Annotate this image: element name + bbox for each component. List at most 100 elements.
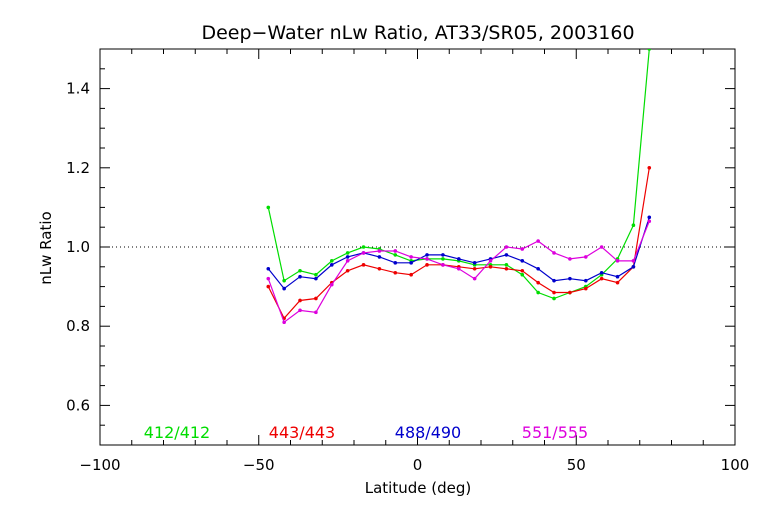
data-point	[583, 255, 588, 259]
legend-item: 412/412	[144, 423, 210, 442]
y-tick-label: 1.4	[66, 80, 90, 98]
legend-item: 488/490	[395, 423, 461, 442]
data-point	[409, 255, 413, 259]
data-point	[441, 253, 445, 257]
data-point	[647, 49, 652, 51]
y-axis-label: nLw Ratio	[37, 211, 55, 284]
data-point	[314, 276, 318, 281]
data-point	[425, 263, 429, 267]
data-point	[377, 266, 382, 271]
data-point	[599, 270, 604, 275]
x-tick-label: 0	[413, 456, 423, 474]
series-layer	[266, 49, 652, 325]
data-point	[520, 247, 525, 251]
data-point	[615, 259, 620, 263]
data-point	[298, 268, 302, 273]
data-point	[393, 261, 398, 265]
data-point	[441, 263, 445, 267]
data-point	[615, 280, 620, 285]
data-point	[377, 249, 382, 253]
data-point	[361, 263, 366, 267]
x-tick-label: 100	[721, 456, 750, 474]
data-point	[552, 296, 556, 301]
data-point	[647, 215, 652, 220]
x-tick-label: −50	[243, 456, 275, 474]
data-point	[345, 255, 350, 259]
data-point	[472, 276, 477, 281]
data-point	[456, 257, 461, 261]
data-point	[441, 257, 445, 261]
data-point	[647, 219, 652, 224]
data-point	[282, 278, 286, 283]
x-tick-label: 50	[567, 456, 586, 474]
data-point	[504, 245, 509, 249]
data-point	[599, 276, 604, 281]
data-point	[504, 253, 509, 257]
data-point	[266, 266, 271, 271]
data-point	[552, 290, 556, 295]
data-point	[329, 263, 334, 267]
data-point	[520, 268, 525, 273]
data-point	[568, 276, 572, 281]
legend-item: 443/443	[269, 423, 335, 442]
data-point	[631, 265, 636, 269]
data-point	[536, 280, 540, 285]
data-point	[488, 259, 493, 263]
data-point	[504, 266, 509, 271]
series-551-555	[266, 219, 652, 325]
series-line	[267, 221, 650, 324]
data-point	[472, 261, 477, 265]
x-axis-label: Latitude (deg)	[365, 479, 471, 497]
series-488-490	[266, 215, 652, 291]
data-point	[536, 290, 540, 295]
data-point	[472, 266, 477, 271]
data-point	[329, 282, 334, 287]
data-point	[631, 223, 636, 228]
data-point	[377, 255, 382, 259]
data-point	[298, 298, 302, 303]
data-point	[282, 320, 286, 325]
data-point	[568, 290, 572, 295]
y-tick-label: 1.0	[66, 238, 90, 256]
data-point	[488, 265, 493, 269]
data-point	[583, 278, 588, 283]
data-point	[266, 284, 271, 289]
data-point	[615, 274, 620, 279]
data-point	[536, 266, 540, 271]
minor-ticks	[100, 48, 735, 446]
y-tick-label: 1.2	[66, 159, 90, 177]
legend: 412/412 443/443 488/490 551/555	[144, 423, 588, 442]
data-point	[409, 261, 413, 265]
data-point	[520, 272, 525, 277]
chart-title: Deep−Water nLw Ratio, AT33/SR05, 2003160	[201, 22, 634, 44]
data-point	[345, 268, 350, 273]
data-point	[393, 253, 398, 257]
data-point	[583, 286, 588, 291]
data-point	[361, 245, 366, 249]
data-point	[282, 286, 286, 291]
x-tick-label: −100	[79, 456, 120, 474]
y-tick-label: 0.6	[66, 396, 90, 414]
data-point	[425, 257, 429, 261]
data-point	[536, 239, 540, 243]
legend-item: 551/555	[522, 423, 588, 442]
data-point	[393, 270, 398, 275]
data-point	[631, 259, 636, 263]
data-point	[456, 266, 461, 271]
data-point	[266, 205, 271, 210]
data-point	[345, 251, 350, 255]
data-point	[314, 296, 318, 301]
data-point	[361, 251, 366, 255]
data-point	[425, 253, 429, 257]
data-point	[314, 310, 318, 315]
data-point	[520, 259, 525, 263]
data-point	[298, 274, 302, 279]
data-point	[329, 259, 334, 263]
data-point	[393, 249, 398, 253]
data-point	[298, 308, 302, 313]
data-point	[266, 276, 271, 281]
data-point	[409, 272, 413, 277]
data-point	[599, 245, 604, 249]
y-tick-label: 0.8	[66, 317, 90, 335]
